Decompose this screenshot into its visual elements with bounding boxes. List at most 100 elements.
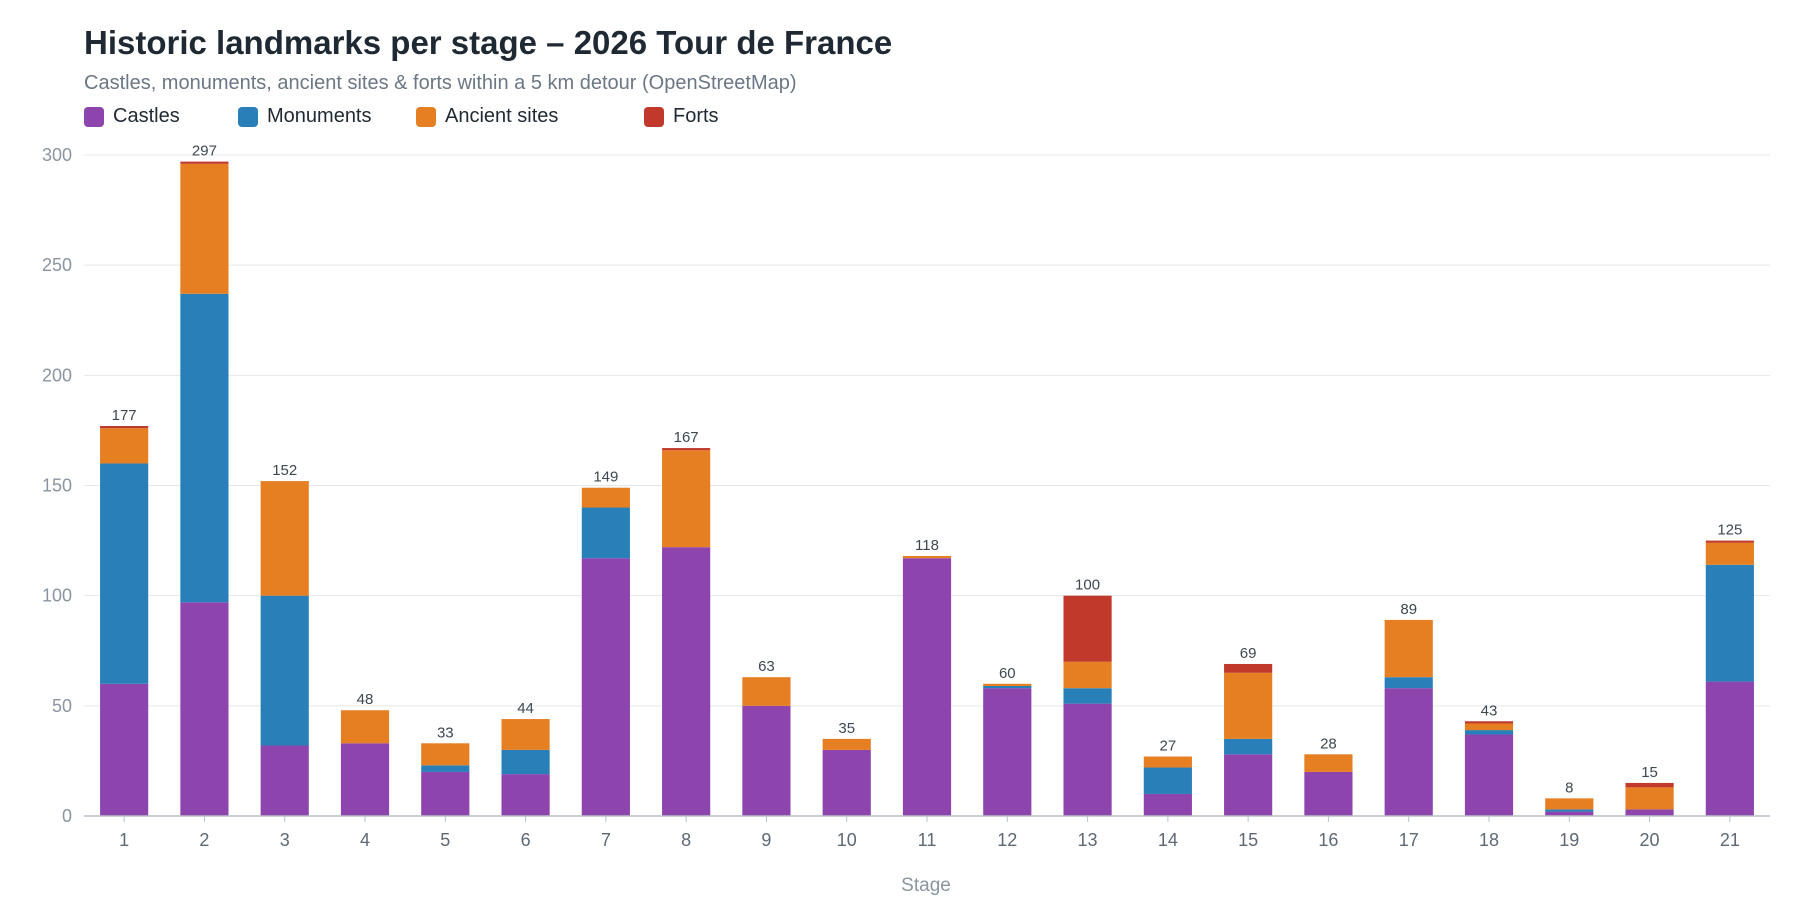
bar-segment-ancient-sites[interactable] [260, 481, 309, 596]
legend-item-castles[interactable]: Castles [84, 105, 180, 128]
bar-segment-monuments[interactable] [1705, 564, 1754, 682]
legend-swatch-forts [644, 106, 664, 127]
legend-item-monuments[interactable]: Monuments [238, 105, 372, 128]
legend-swatch-ancient-sites [416, 106, 436, 127]
bar-segment-castles[interactable] [501, 774, 550, 816]
bar-segment-monuments[interactable] [1545, 809, 1594, 812]
bar-segment-monuments[interactable] [983, 686, 1032, 689]
bar-segment-monuments[interactable] [1063, 688, 1112, 704]
x-tick-label: 20 [1640, 830, 1660, 850]
bar-segment-castles[interactable] [1545, 811, 1594, 816]
bar-segment-castles[interactable] [1464, 734, 1514, 816]
bar-segment-ancient-sites[interactable] [1545, 798, 1594, 810]
bar-segment-forts[interactable] [1224, 663, 1273, 673]
bar-segment-castles[interactable] [260, 745, 309, 816]
bar-segment-ancient-sites[interactable] [581, 487, 630, 508]
bar-segment-monuments[interactable] [1224, 738, 1273, 755]
legend-item-ancient-sites[interactable]: Ancient sites [416, 105, 558, 128]
bar-total-label: 152 [272, 462, 297, 479]
x-tick-label: 14 [1158, 830, 1178, 850]
bar-segment-castles[interactable] [662, 547, 711, 816]
bar-segment-monuments[interactable] [1464, 730, 1514, 735]
bar-segment-forts[interactable] [1063, 595, 1112, 662]
bar-segment-ancient-sites[interactable] [1224, 672, 1273, 739]
y-tick-label: 150 [42, 476, 72, 496]
x-tick-label: 5 [440, 830, 450, 850]
bar-segment-castles[interactable] [902, 558, 952, 816]
y-tick-label: 50 [52, 696, 72, 716]
bar-total-label: 15 [1641, 764, 1658, 781]
bar-segment-monuments[interactable] [100, 463, 149, 684]
bar-segment-ancient-sites[interactable] [180, 163, 229, 294]
x-tick-label: 7 [601, 830, 611, 850]
bar-segment-castles[interactable] [180, 602, 229, 816]
x-tick-label: 19 [1559, 830, 1579, 850]
bar-segment-castles[interactable] [1143, 793, 1192, 816]
bar-segment-forts[interactable] [662, 448, 711, 451]
y-tick-label: 300 [42, 145, 72, 165]
bar-segment-monuments[interactable] [501, 749, 550, 775]
bar-segment-ancient-sites[interactable] [822, 738, 871, 750]
bar-segment-ancient-sites[interactable] [902, 556, 952, 559]
bars: 177 297 152 48 33 44 149 167 63 35 118 60 100 27 69 28 8… [100, 143, 1754, 816]
chart-subtitle: Castles, monuments, ancient sites & fort… [84, 72, 797, 94]
bar-segment-monuments[interactable] [180, 293, 229, 603]
bar-segment-forts[interactable] [180, 161, 229, 164]
bar-segment-castles[interactable] [581, 558, 630, 816]
bar-segment-ancient-sites[interactable] [421, 743, 470, 766]
bar-segment-castles[interactable] [1304, 771, 1353, 816]
bar-segment-ancient-sites[interactable] [1063, 661, 1112, 689]
x-tick-label: 4 [360, 830, 370, 850]
bar-segment-monuments[interactable] [421, 765, 470, 772]
y-tick-label: 200 [42, 365, 72, 385]
bar-total-label: 44 [517, 700, 534, 717]
bar-segment-castles[interactable] [1625, 809, 1674, 816]
x-tick-label: 9 [761, 830, 771, 850]
bar-segment-monuments[interactable] [260, 595, 309, 746]
bar-segment-ancient-sites[interactable] [1143, 756, 1192, 768]
x-tick-label: 18 [1479, 830, 1499, 850]
bar-segment-monuments[interactable] [581, 507, 630, 559]
bar-segment-forts[interactable] [1705, 540, 1754, 543]
bar-segment-forts[interactable] [1464, 721, 1514, 724]
legend-item-forts[interactable]: Forts [644, 105, 719, 128]
bar-segment-castles[interactable] [1384, 688, 1433, 816]
bar-segment-castles[interactable] [742, 705, 791, 816]
bar-segment-castles[interactable] [1705, 681, 1754, 816]
bar-total-label: 27 [1160, 738, 1177, 755]
x-tick-label: 13 [1078, 830, 1098, 850]
y-tick-label: 100 [42, 586, 72, 606]
bar-segment-monuments[interactable] [1143, 767, 1192, 794]
bar-segment-ancient-sites[interactable] [340, 710, 390, 744]
bar-total-label: 149 [593, 469, 618, 486]
bar-segment-ancient-sites[interactable] [501, 719, 550, 750]
bar-segment-forts[interactable] [100, 426, 149, 429]
bar-segment-castles[interactable] [822, 749, 871, 816]
x-tick-label: 10 [837, 830, 857, 850]
bar-segment-ancient-sites[interactable] [1464, 723, 1514, 731]
y-tick-label: 0 [62, 806, 72, 826]
bar-segment-forts[interactable] [1625, 782, 1674, 788]
bar-segment-monuments[interactable] [1384, 677, 1433, 689]
bar-segment-castles[interactable] [340, 743, 390, 816]
bar-segment-castles[interactable] [983, 688, 1032, 816]
bar-segment-ancient-sites[interactable] [983, 683, 1032, 687]
bar-total-label: 33 [437, 724, 454, 741]
bar-total-label: 69 [1240, 645, 1257, 662]
bar-segment-castles[interactable] [421, 771, 470, 816]
bar-segment-ancient-sites[interactable] [1705, 542, 1754, 565]
bar-segment-castles[interactable] [1224, 754, 1273, 816]
bar-segment-ancient-sites[interactable] [100, 428, 149, 464]
bar-segment-ancient-sites[interactable] [1304, 754, 1353, 772]
legend-label-forts: Forts [673, 105, 719, 127]
x-tick-label: 21 [1720, 830, 1740, 850]
legend: Castles Monuments Ancient sites Forts [84, 105, 1084, 131]
bar-total-label: 43 [1481, 702, 1498, 719]
bar-segment-ancient-sites[interactable] [1625, 787, 1674, 810]
bar-segment-ancient-sites[interactable] [742, 677, 791, 706]
bar-segment-castles[interactable] [100, 683, 149, 816]
bar-segment-ancient-sites[interactable] [1384, 619, 1433, 678]
bar-segment-ancient-sites[interactable] [662, 450, 711, 548]
bar-segment-castles[interactable] [1063, 703, 1112, 816]
legend-label-ancient-sites: Ancient sites [445, 105, 559, 127]
